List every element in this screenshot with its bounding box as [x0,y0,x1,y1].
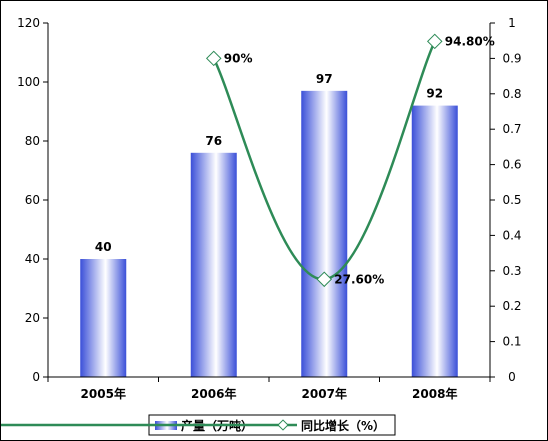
labels-layer: 40 76 97 92 90% 27.60% 94.80% [95,34,495,286]
y-left-tick-label-4: 80 [25,134,40,148]
legend: 产量（万吨） 同比增长（%） [1,414,396,436]
y-left-tick-label-6: 120 [17,16,40,30]
y-right-tick-label-9: 0.9 [502,51,521,65]
growth-value-label-1: 90% [224,51,253,65]
axes-layer: 0 20 40 60 80 100 120 0 0.1 0.2 0.3 0.4 0.5 0.6 0.7 0.8… [17,16,521,401]
bar-0 [80,259,127,377]
legend-line-label: 同比增长（%） [301,418,385,433]
bars-layer [80,90,458,377]
y-left-tick-label-2: 40 [25,252,40,266]
y-right-tick-label-4: 0.4 [502,228,521,242]
y-right-tick-label-3: 0.3 [502,264,521,278]
bar-1 [190,152,237,377]
y-right-tick-label-10: 1 [508,16,516,30]
growth-marker-1 [205,50,222,67]
y-left-tick-label-3: 60 [25,193,40,207]
x-category-label-2: 2007年 [302,386,347,401]
y-right-tick-label-2: 0.2 [502,299,521,313]
y-right-tick-label-6: 0.6 [502,158,521,172]
growth-value-label-3: 94.80% [445,34,495,48]
growth-marker-3 [426,33,443,50]
x-category-label-3: 2008年 [412,386,457,401]
bar-value-label-0: 40 [95,240,112,254]
bar-3 [411,105,458,377]
y-right-tick-label-8: 0.8 [502,87,521,101]
bar-value-label-3: 92 [426,87,443,101]
y-right-tick-label-7: 0.7 [502,122,521,136]
y-right-tick-label-5: 0.5 [502,193,521,207]
legend-line-marker [277,419,289,431]
growth-marker-2 [316,271,333,288]
x-category-label-1: 2006年 [191,386,236,401]
line-layer [205,33,443,288]
bar-2 [301,90,348,377]
y-left-tick-label-1: 20 [25,311,40,325]
bar-value-label-1: 76 [205,134,222,148]
y-right-tick-label-0: 0 [508,370,516,384]
x-category-label-0: 2005年 [81,386,126,401]
bar-value-label-2: 97 [316,72,333,86]
y-left-tick-label-0: 0 [32,370,40,384]
y-right-tick-label-1: 0.1 [502,335,521,349]
y-left-tick-label-5: 100 [17,75,40,89]
growth-value-label-2: 27.60% [334,272,384,286]
